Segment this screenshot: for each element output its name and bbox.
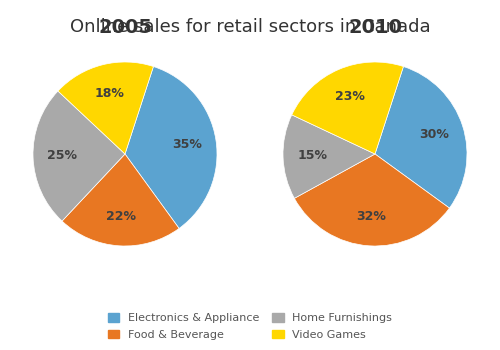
Text: 22%: 22% [106,210,136,223]
Text: 23%: 23% [335,90,365,103]
Text: 25%: 25% [48,149,78,162]
Wedge shape [58,62,154,154]
Text: 35%: 35% [172,138,202,151]
Wedge shape [33,91,125,221]
Wedge shape [294,154,450,246]
Wedge shape [283,115,375,198]
Wedge shape [375,66,467,208]
Text: 18%: 18% [94,87,124,100]
Text: Online sales for retail sectors in Canada: Online sales for retail sectors in Canad… [70,18,430,35]
Wedge shape [62,154,179,246]
Text: 15%: 15% [298,149,328,162]
Wedge shape [292,62,404,154]
Text: 32%: 32% [356,210,386,223]
Text: 30%: 30% [420,128,450,141]
Wedge shape [125,66,217,229]
Title: 2005: 2005 [98,19,152,37]
Legend: Electronics & Appliance, Food & Beverage, Home Furnishings, Video Games: Electronics & Appliance, Food & Beverage… [104,309,397,344]
Title: 2010: 2010 [348,19,402,37]
